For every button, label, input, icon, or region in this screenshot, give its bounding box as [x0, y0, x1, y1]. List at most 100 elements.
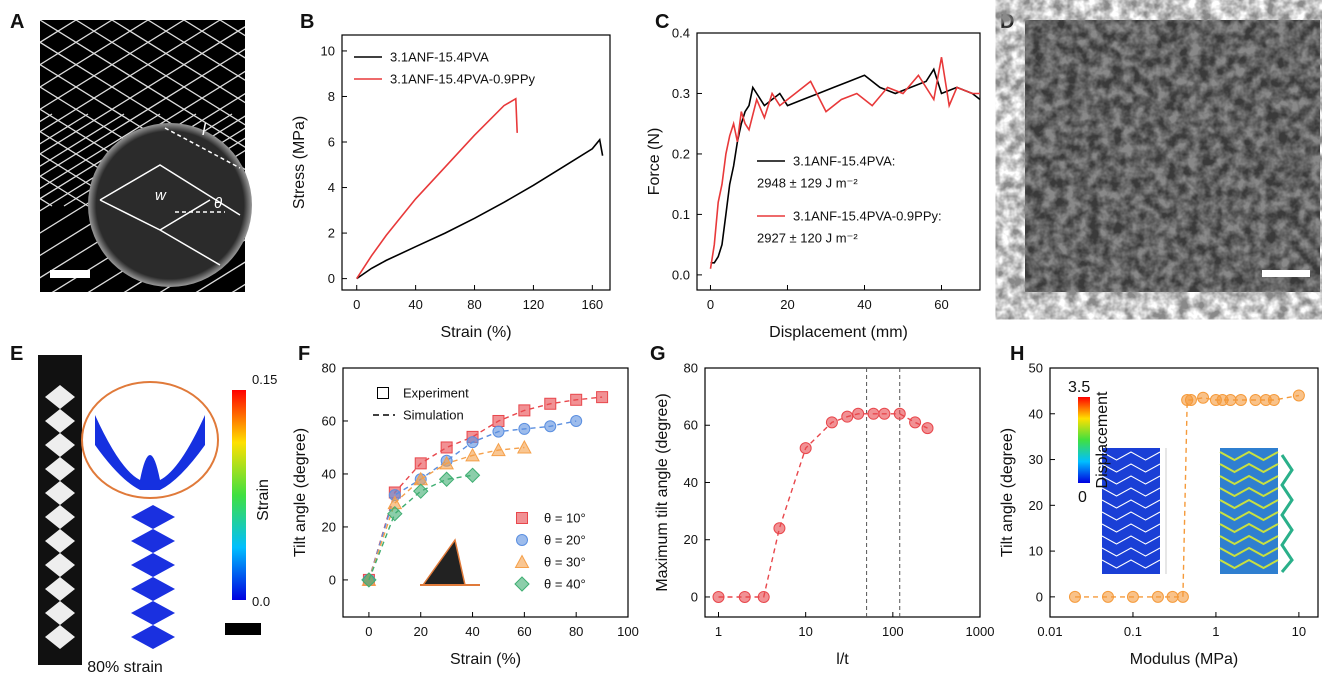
link	[45, 625, 75, 649]
plot-frame	[1049, 367, 1319, 618]
colorbar-min: 0.0	[252, 594, 270, 609]
marker	[1224, 394, 1237, 407]
plot-frame	[704, 367, 981, 618]
y-tick-label: 0.4	[672, 26, 690, 41]
scale-bar	[50, 270, 90, 278]
marker	[1184, 394, 1197, 407]
marker	[738, 590, 751, 603]
lattice-line	[40, 20, 185, 111]
x-tick-label: 1	[715, 624, 722, 639]
lattice-line	[183, 20, 245, 59]
marker	[387, 505, 403, 522]
legend-label: θ = 20°	[544, 533, 586, 548]
x-tick-label: 40	[857, 297, 871, 312]
legend-label: 3.1ANF-15.4PVA-0.9PPy	[390, 72, 535, 87]
lattice-zig	[1101, 547, 1161, 557]
x-tick-label: 0.01	[1037, 624, 1062, 639]
y-tick-label: 20	[322, 519, 336, 534]
marker	[921, 422, 934, 435]
lattice-zig	[1101, 523, 1161, 533]
marker	[1267, 394, 1280, 407]
marker	[439, 455, 454, 470]
lattice-lines	[0, 20, 736, 300]
link	[45, 601, 75, 625]
x-tick-label: 80	[569, 624, 583, 639]
y-tick-label: 4	[328, 180, 335, 195]
y-tick-label: 0.2	[672, 146, 690, 161]
lattice-line	[436, 114, 736, 300]
lattice-line	[0, 20, 4, 206]
lattice-zig	[1101, 511, 1161, 521]
lattice-line	[40, 153, 125, 207]
y-tick-label: 30	[1029, 452, 1043, 467]
marker	[1151, 590, 1164, 603]
scale-bar	[1262, 270, 1310, 277]
y-tick-label: 20	[684, 532, 698, 547]
x-tick-label: 10	[1292, 624, 1306, 639]
y-tick-label: 0	[691, 589, 698, 604]
x-tick-label: 60	[517, 624, 531, 639]
lattice-line	[40, 20, 41, 21]
x-tick-label: 0	[365, 624, 372, 639]
x-tick-label: 120	[523, 297, 545, 312]
x-tick-label: 80	[467, 297, 481, 312]
marker	[596, 391, 609, 404]
lattice-line	[40, 20, 149, 88]
legend-note: 2927 ± 120 J m⁻²	[757, 231, 858, 246]
legend-label: Simulation	[403, 408, 464, 423]
series-line	[368, 396, 603, 581]
marker	[1126, 590, 1139, 603]
marker	[1292, 389, 1305, 402]
marker	[1197, 391, 1210, 404]
marker	[909, 416, 922, 429]
lattice-zig	[1219, 534, 1279, 546]
y-axis-label: Tilt angle (degree)	[292, 428, 309, 557]
series-line	[709, 57, 980, 269]
x-tick-label: 100	[882, 624, 904, 639]
lattice-zig	[1101, 535, 1161, 545]
marker	[867, 407, 880, 420]
lattice-line	[231, 283, 245, 292]
y-tick-label: 0	[1036, 589, 1043, 604]
y-tick-label: 0	[329, 572, 336, 587]
panel-label: G	[650, 343, 666, 365]
lattice-line	[40, 70, 245, 200]
lattice-line	[40, 41, 245, 171]
y-tick-label: 20	[1029, 498, 1043, 513]
marker	[414, 457, 427, 470]
marker	[518, 422, 531, 435]
lattice-line	[328, 20, 628, 206]
lattice-line	[111, 20, 245, 104]
lattice-line	[292, 20, 592, 206]
link	[131, 529, 175, 553]
marker	[413, 483, 429, 499]
y-tick-label: 10	[1029, 544, 1043, 559]
link	[45, 385, 75, 409]
panel-label: A	[10, 11, 24, 33]
marker	[570, 393, 583, 406]
y-tick-label: 40	[684, 475, 698, 490]
lattice-zig	[1219, 474, 1279, 486]
lattice-zig	[1101, 487, 1161, 497]
lattice-zig	[1219, 450, 1279, 462]
y-tick-label: 60	[322, 413, 336, 428]
marker	[517, 439, 532, 454]
lattice-line	[40, 20, 245, 148]
series-line	[356, 97, 518, 280]
marker	[1166, 590, 1179, 603]
x-tick-label: 1000	[966, 624, 995, 639]
legend-label: θ = 30°	[544, 555, 586, 570]
marker	[361, 572, 377, 588]
series-line	[368, 474, 473, 581]
marker	[852, 407, 865, 420]
marker	[1234, 394, 1247, 407]
marker	[878, 407, 891, 420]
lattice-zig	[1219, 558, 1279, 570]
y-tick-label: 80	[322, 361, 336, 376]
lattice-zig	[1219, 546, 1279, 558]
marker	[516, 534, 528, 546]
h-lattice	[1101, 450, 1279, 570]
link	[45, 457, 75, 481]
lattice-line	[436, 20, 736, 206]
y-tick-label: 60	[684, 418, 698, 433]
